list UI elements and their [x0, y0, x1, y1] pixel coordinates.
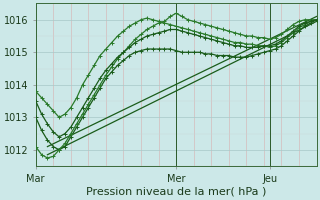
X-axis label: Pression niveau de la mer( hPa ): Pression niveau de la mer( hPa ) — [86, 187, 266, 197]
